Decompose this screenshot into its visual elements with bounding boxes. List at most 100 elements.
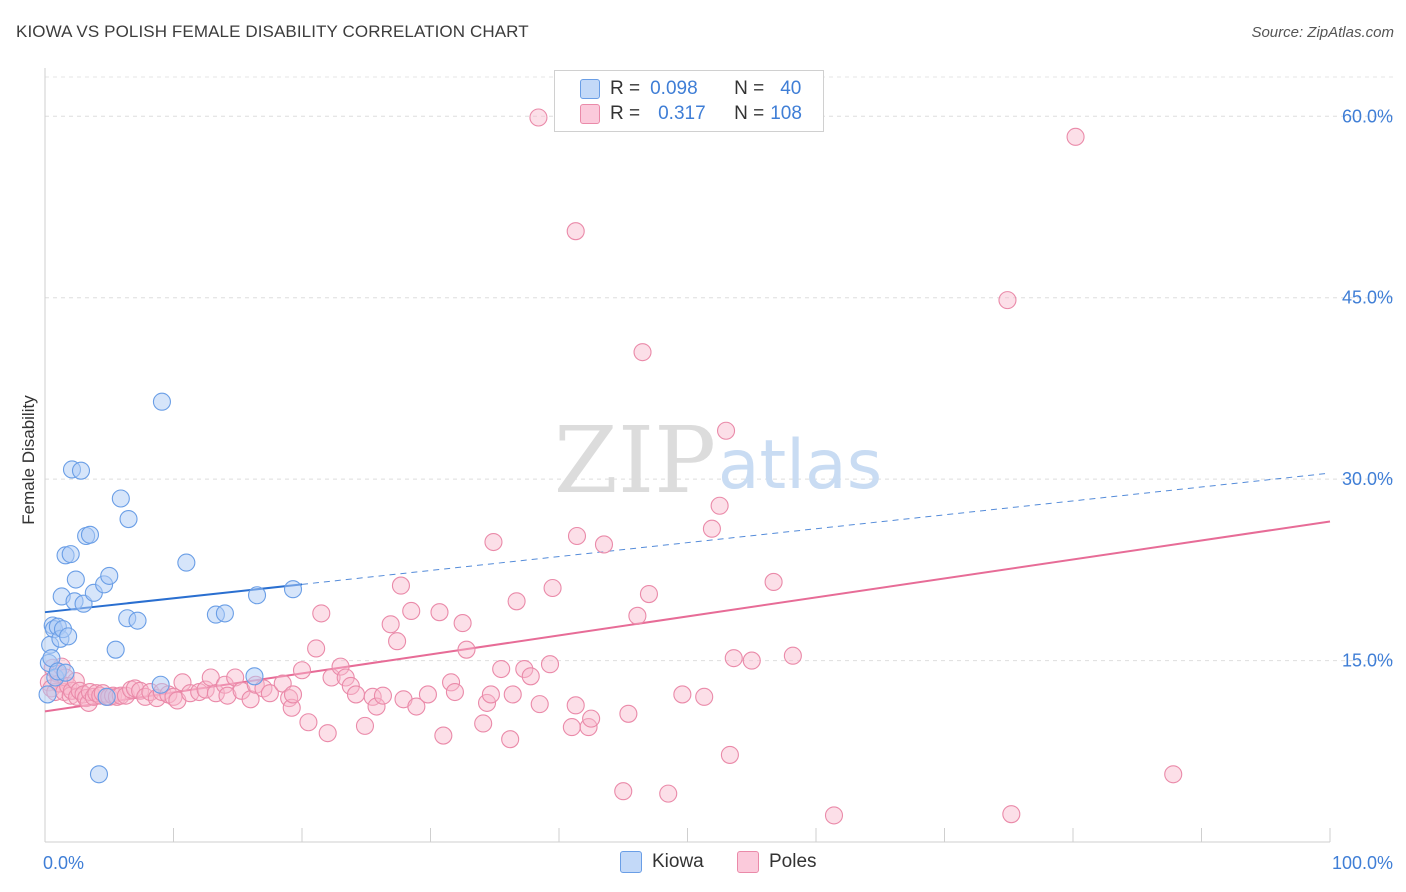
poles-point	[1066, 127, 1085, 146]
poles-point	[418, 685, 437, 704]
y-tick-label: 60.0%	[1342, 106, 1393, 126]
legend-r-label: R =	[610, 103, 641, 124]
poles-point	[673, 685, 692, 704]
poles-point	[720, 745, 739, 764]
kiowa-point	[61, 545, 80, 564]
legend-row-poles: R = 0.317 N = 108	[555, 101, 802, 127]
poles-point	[307, 639, 326, 658]
kiowa-point	[106, 640, 125, 659]
poles-point	[567, 526, 587, 546]
poles-point	[481, 685, 500, 704]
poles-point	[716, 421, 736, 440]
poles-point	[639, 584, 659, 604]
tick-labels: 15.0% 30.0% 45.0% 60.0% 0.0% 100.0%	[43, 106, 1393, 873]
poles-point	[477, 693, 497, 712]
poles-point	[260, 684, 279, 703]
kiowa-point	[152, 392, 171, 411]
kiowa-point	[80, 525, 100, 544]
poles-point	[62, 681, 82, 700]
poles-point	[136, 687, 155, 706]
kiowa-point	[66, 570, 85, 589]
correlation-legend: R = 0.098 N = 40 R = 0.317 N = 108	[554, 70, 824, 132]
poles-point	[566, 696, 585, 715]
poles-points	[39, 108, 1183, 825]
poles-point	[355, 716, 375, 735]
legend-r-label: R =	[610, 78, 641, 99]
poles-point	[594, 535, 614, 554]
poles-point	[181, 684, 200, 703]
poles-point	[529, 108, 548, 127]
poles-point	[241, 690, 260, 709]
poles-legend-label: Poles	[769, 851, 817, 872]
kiowa-point	[100, 566, 119, 585]
poles-point	[998, 291, 1017, 310]
poles-point	[619, 704, 638, 723]
kiowa-point	[59, 627, 78, 646]
poles-point	[492, 659, 511, 679]
watermark: ZIP atlas	[554, 407, 882, 514]
poles-point	[503, 685, 522, 704]
kiowa-point	[215, 604, 234, 623]
poles-point	[346, 685, 366, 704]
axes	[44, 68, 1331, 843]
kiowa-point	[245, 667, 264, 686]
poles-point	[566, 222, 585, 241]
kiowa-legend-swatch	[620, 851, 642, 873]
poles-point	[318, 724, 337, 743]
poles-point	[402, 601, 421, 621]
poles-point	[218, 686, 237, 705]
legend-n-label: N =	[734, 78, 765, 99]
poles-point	[430, 603, 449, 622]
poles-point	[381, 615, 400, 634]
poles-point	[373, 686, 393, 705]
kiowa-point	[56, 663, 75, 682]
kiowa-point	[119, 510, 138, 529]
kiowa-legend-label: Kiowa	[652, 851, 704, 872]
poles-point	[292, 661, 312, 680]
kiowa-point	[151, 675, 170, 694]
kiowa-point	[177, 553, 196, 572]
poles-point	[507, 592, 526, 611]
poles-point	[445, 682, 464, 702]
poles-point	[336, 668, 355, 687]
grid-lines	[45, 76, 1393, 662]
poles-point	[501, 730, 520, 749]
poles-point	[710, 496, 729, 515]
poles-point	[299, 713, 318, 732]
poles-point	[331, 657, 350, 676]
poles-point	[474, 714, 493, 733]
kiowa-trend-extension	[301, 472, 1331, 585]
poles-point	[341, 676, 360, 696]
poles-point	[312, 604, 331, 623]
watermark-atlas: atlas	[718, 426, 882, 505]
poles-point	[530, 695, 549, 714]
kiowa-point	[247, 586, 267, 605]
kiowa-point	[89, 765, 109, 784]
poles-point	[702, 519, 721, 538]
poles-point	[562, 718, 581, 737]
poles-point	[457, 640, 476, 659]
poles-point	[824, 806, 844, 825]
poles-point	[614, 782, 633, 801]
legend-r-value: 0.317	[658, 103, 706, 124]
kiowa-point	[38, 685, 57, 704]
poles-point	[434, 726, 453, 745]
poles-point	[215, 675, 234, 694]
y-tick-label: 15.0%	[1342, 651, 1393, 671]
poles-point	[521, 667, 540, 686]
poles-point	[391, 576, 410, 595]
y-tick-label: 45.0%	[1342, 288, 1393, 308]
kiowa-point	[283, 580, 303, 599]
poles-point	[764, 572, 783, 592]
y-axis-label: Female Disability	[19, 395, 38, 525]
poles-point	[742, 651, 761, 670]
poles-point	[453, 614, 472, 633]
kiowa-swatch	[580, 79, 600, 99]
kiowa-point	[97, 687, 116, 706]
poles-point	[543, 578, 562, 598]
poles-point	[388, 632, 407, 651]
poles-point	[724, 649, 743, 668]
poles-point	[442, 673, 461, 692]
poles-point	[196, 680, 215, 699]
